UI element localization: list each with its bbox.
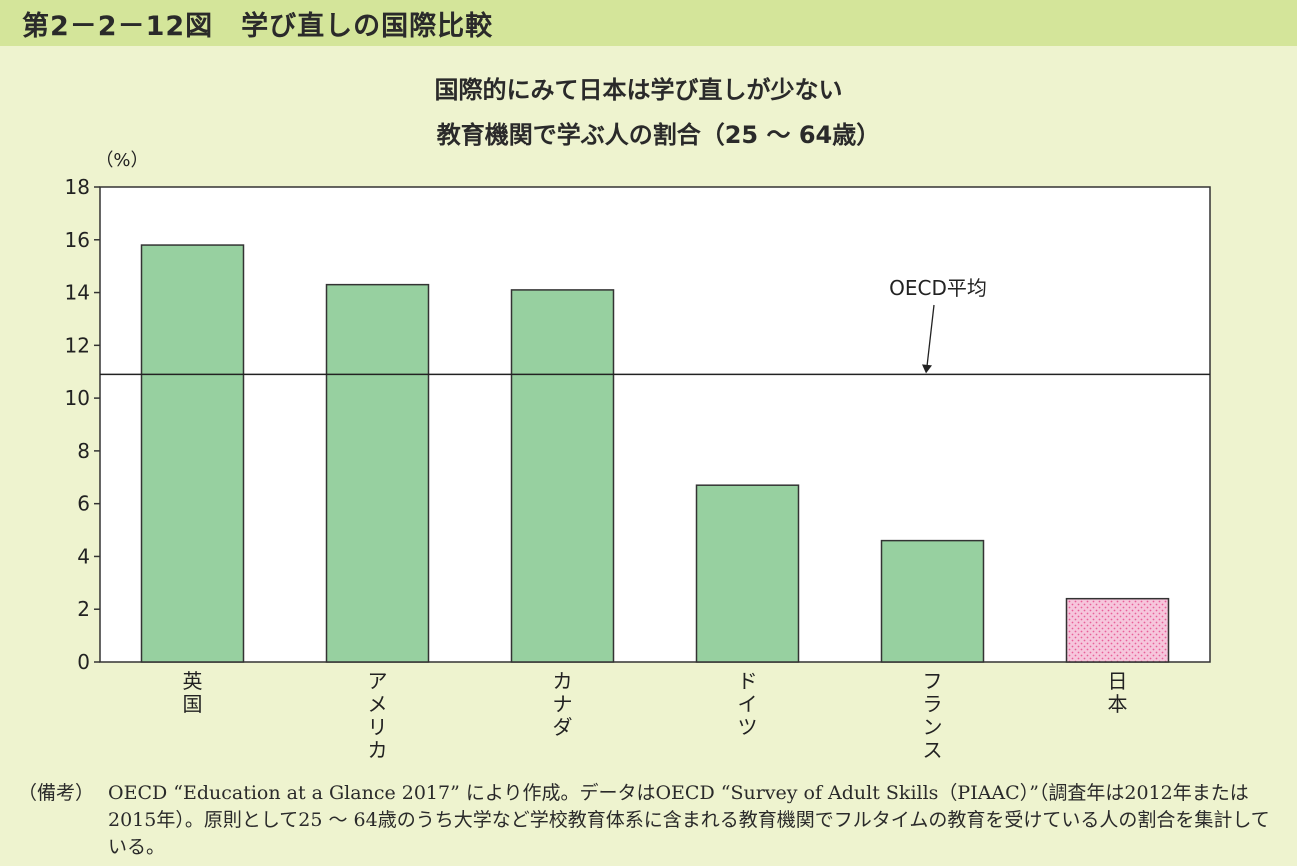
x-tick-label: ダ xyxy=(553,715,573,739)
y-tick-label: 18 xyxy=(65,175,90,199)
x-tick-label: ン xyxy=(923,715,943,739)
y-tick-label: 2 xyxy=(77,597,90,621)
chart-subtitle: 教育機関で学ぶ人の割合（25 ～ 64歳） xyxy=(436,121,881,149)
y-axis-label: （%） xyxy=(95,150,148,171)
x-tick-label: フ xyxy=(923,669,943,693)
bar-chart: 024681012141618（%）英国アメリカカナダドイツフランス日本OECD… xyxy=(65,150,1211,762)
figure-title: 第2－2－12図 学び直しの国際比較 xyxy=(22,11,494,42)
x-tick-label: イ xyxy=(738,692,758,716)
chart-title: 国際的にみて日本は学び直しが少ない xyxy=(434,76,843,104)
annotation-arrow-head xyxy=(922,364,932,374)
y-tick-label: 4 xyxy=(77,544,90,568)
oecd-average-label: OECD平均 xyxy=(889,276,987,300)
x-tick-label: 英 xyxy=(183,669,203,693)
bar xyxy=(325,283,430,663)
x-tick-label: メ xyxy=(368,692,388,716)
y-tick-label: 0 xyxy=(77,650,90,674)
note-label: （備考） xyxy=(18,782,95,804)
bar xyxy=(880,539,985,663)
y-tick-label: 8 xyxy=(77,439,90,463)
x-tick-label: ラ xyxy=(923,692,943,716)
plot-area xyxy=(99,186,1211,663)
bar xyxy=(510,289,615,663)
bar xyxy=(695,484,800,663)
x-tick-label: 本 xyxy=(1108,692,1128,716)
bar xyxy=(140,244,245,663)
x-tick-label: 日 xyxy=(1108,669,1128,693)
x-tick-label: ス xyxy=(923,738,943,762)
x-tick-label: ツ xyxy=(738,715,758,739)
x-tick-label: ア xyxy=(368,669,388,693)
x-tick-label: ナ xyxy=(553,692,573,716)
x-tick-label: ド xyxy=(738,669,758,693)
y-tick-label: 14 xyxy=(65,281,90,305)
bar xyxy=(1065,597,1170,663)
x-tick-label: リ xyxy=(368,715,388,739)
note-text: OECD “Education at a Glance 2017” により作成。… xyxy=(108,782,1270,858)
y-tick-label: 6 xyxy=(77,492,90,516)
x-tick-label: カ xyxy=(368,738,388,762)
x-tick-label: カ xyxy=(553,669,573,693)
x-tick-label: 国 xyxy=(183,692,203,716)
y-tick-label: 16 xyxy=(65,228,90,252)
header-band xyxy=(0,0,1297,46)
y-tick-label: 12 xyxy=(65,333,90,357)
annotation-arrow-shaft xyxy=(926,304,935,367)
y-tick-label: 10 xyxy=(65,386,90,410)
